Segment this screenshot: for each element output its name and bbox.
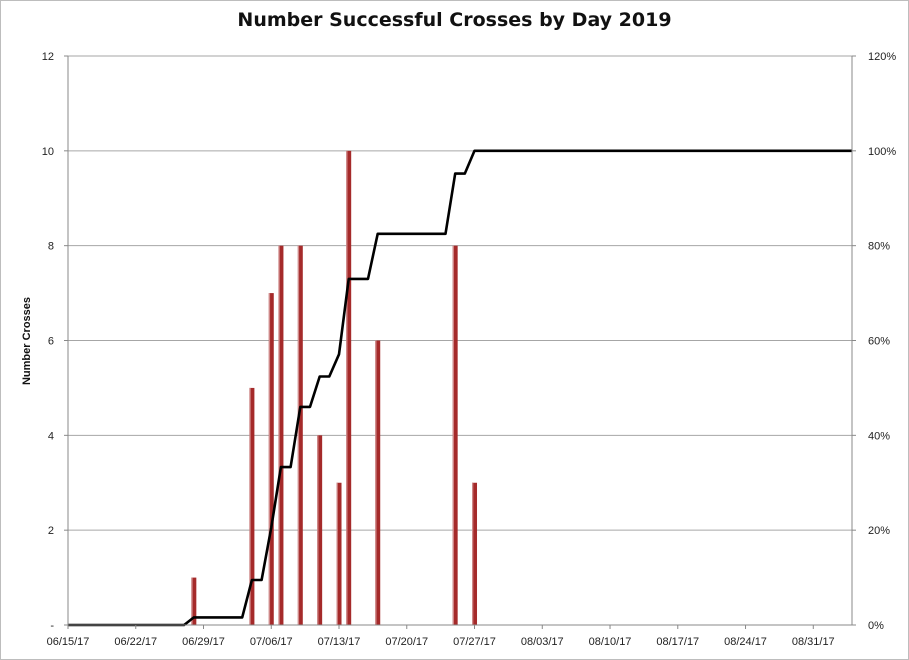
y-tick-label: 12	[42, 51, 54, 63]
bar-highlight	[278, 245, 280, 625]
x-tick-label: 07/27/17	[453, 636, 496, 648]
y-tick-label: -	[50, 620, 54, 632]
x-axis-ticks: 06/15/17 06/22/17 06/29/17 07/06/17 07/13/17…	[47, 625, 835, 648]
bar	[278, 245, 284, 625]
gridlines	[68, 55, 852, 531]
bar	[191, 577, 197, 625]
right-axis-ticks: 0% 20% 40% 60% 80% 100% 120%	[852, 51, 896, 632]
y-tick-label: 8	[48, 241, 54, 253]
y2-tick-label: 100%	[868, 146, 896, 158]
bar	[452, 245, 458, 625]
bar	[375, 340, 381, 625]
bar	[317, 435, 323, 625]
bar-highlight	[375, 340, 377, 625]
cumulative-line	[68, 149, 852, 627]
bar	[268, 293, 274, 625]
y-tick-label: 4	[48, 430, 54, 442]
bar	[472, 482, 478, 625]
x-tick-label: 07/06/17	[250, 636, 293, 648]
bar-highlight	[297, 245, 300, 625]
bar-highlight	[336, 482, 338, 625]
y2-tick-label: 80%	[868, 241, 890, 253]
y2-tick-label: 120%	[868, 51, 896, 63]
x-tick-label: 06/22/17	[114, 636, 157, 648]
bar	[297, 245, 303, 625]
x-tick-label: 08/31/17	[792, 636, 835, 648]
x-tick-label: 08/17/17	[656, 636, 699, 648]
y2-tick-label: 60%	[868, 336, 890, 348]
y2-tick-label: 0%	[868, 620, 884, 632]
x-tick-label: 06/29/17	[182, 636, 225, 648]
y-tick-label: 2	[48, 525, 54, 537]
y2-tick-label: 20%	[868, 525, 890, 537]
chart-title: Number Successful Crosses by Day 2019	[237, 9, 672, 31]
x-tick-label: 08/10/17	[589, 636, 632, 648]
cumulative-line-series	[68, 149, 852, 627]
y-tick-label: 10	[42, 146, 54, 158]
bar-highlight	[249, 387, 251, 625]
bar-highlight	[452, 245, 454, 625]
y-tick-label: 6	[48, 336, 54, 348]
bar	[346, 150, 352, 626]
bar-highlight	[191, 577, 193, 625]
left-axis-ticks: - 2 4 6 8 10 12	[42, 51, 68, 632]
bar	[336, 482, 342, 625]
x-tick-label: 06/15/17	[47, 636, 90, 648]
bar-highlight	[317, 435, 319, 625]
y2-tick-label: 40%	[868, 430, 890, 442]
x-tick-label: 07/13/17	[318, 636, 361, 648]
x-tick-label: 08/03/17	[521, 636, 564, 648]
x-tick-label: 08/24/17	[724, 636, 767, 648]
x-tick-label: 07/20/17	[385, 636, 428, 648]
bar-highlight	[472, 482, 474, 625]
bar-series	[191, 150, 478, 626]
bar-highlight	[268, 293, 271, 625]
bar	[249, 387, 255, 625]
bar-highlight	[346, 150, 348, 626]
